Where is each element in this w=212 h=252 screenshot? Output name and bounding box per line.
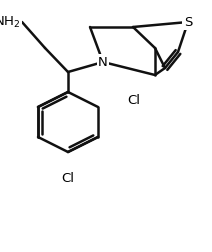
Text: Cl: Cl (61, 172, 74, 184)
Text: Cl: Cl (127, 93, 140, 107)
Text: N: N (98, 55, 108, 69)
Text: NH$_2$: NH$_2$ (0, 14, 20, 29)
Text: S: S (184, 16, 192, 28)
